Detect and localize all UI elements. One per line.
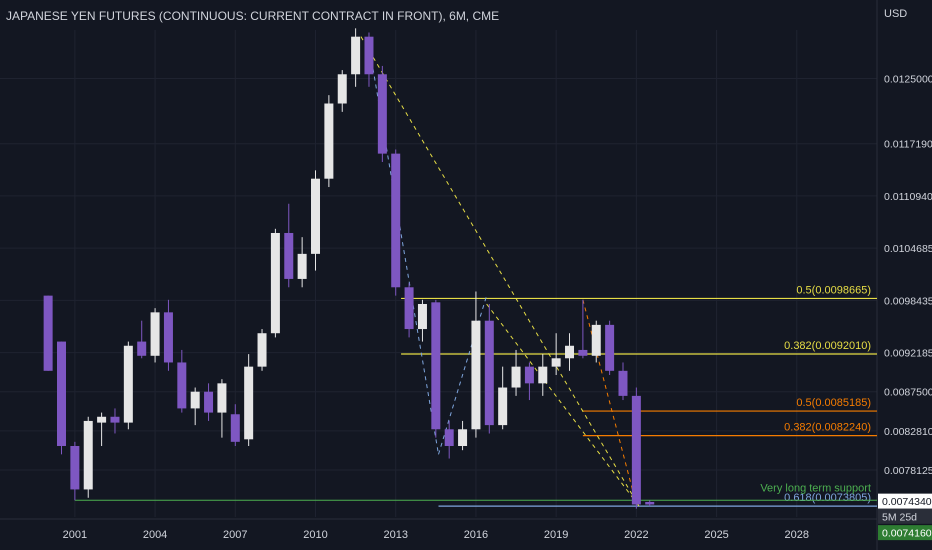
candle-body — [431, 302, 441, 430]
y-tick-label: 0.0117190 — [884, 139, 932, 151]
trendline — [486, 303, 640, 507]
candle-body — [150, 312, 160, 356]
candle-body — [244, 366, 254, 440]
candle-body — [377, 74, 387, 154]
candle-body — [137, 341, 147, 356]
y-tick-label: 0.0110940 — [884, 191, 932, 203]
candle-body — [97, 416, 107, 423]
candle-body — [524, 366, 534, 384]
y-tick-label: 0.0087500 — [884, 387, 932, 399]
candle-body — [204, 391, 214, 413]
x-tick-label: 2022 — [624, 529, 648, 541]
candle-body — [484, 320, 494, 426]
fib-level-label: 0.5(0.0098665) — [796, 284, 871, 296]
x-tick-label: 2028 — [785, 529, 809, 541]
candle-body — [311, 178, 321, 254]
candle-body — [565, 345, 575, 359]
price-badge-label: 0.0074340 — [882, 496, 932, 508]
candle-body — [56, 341, 66, 446]
candle-body — [43, 295, 53, 371]
x-tick-label: 2025 — [704, 529, 728, 541]
chart-title: JAPANESE YEN FUTURES (CONTINUOUS: CURREN… — [6, 9, 500, 23]
candle-body — [70, 445, 80, 490]
candle-body — [591, 324, 601, 356]
candle-body — [511, 366, 521, 388]
candle-body — [471, 320, 481, 430]
candle-body — [351, 36, 361, 75]
x-tick-label: 2010 — [303, 529, 327, 541]
candle-body — [163, 312, 173, 363]
y-tick-label: 0.0082810 — [884, 426, 932, 438]
candle-body — [578, 349, 588, 356]
y-tick-label: 0.0125000 — [884, 73, 932, 85]
candle-body — [110, 416, 120, 423]
y-tick-label: 0.0104685 — [884, 243, 932, 255]
support-label: Very long term support — [760, 482, 871, 494]
x-tick-label: 2013 — [383, 529, 407, 541]
x-tick-label: 2001 — [63, 529, 87, 541]
y-tick-label: 0.0078125 — [884, 465, 932, 477]
x-tick-label: 2016 — [464, 529, 488, 541]
candle-body — [645, 501, 655, 505]
trendline — [368, 44, 439, 455]
candle-body — [538, 366, 548, 384]
fib-level-label: 0.382(0.0082240) — [784, 422, 871, 434]
candle-body — [284, 232, 294, 279]
candle-body — [498, 387, 508, 426]
candle-body — [417, 303, 427, 330]
fib-level-label: 0.382(0.0092010) — [784, 340, 871, 352]
candle-body — [177, 362, 187, 409]
candle-body — [404, 287, 414, 330]
price-badge-label: 5M 25d — [882, 511, 917, 523]
trendline — [360, 36, 640, 507]
price-badge — [878, 525, 932, 541]
candle-body — [230, 414, 240, 442]
x-tick-label: 2019 — [544, 529, 568, 541]
candle-body — [190, 391, 200, 409]
candle-body — [551, 358, 561, 367]
candle-body — [257, 333, 267, 367]
price-badge — [878, 508, 932, 524]
fib-level-label: 0.618(0.0073805) — [784, 492, 871, 504]
price-badge-label: 0.0074160 — [882, 528, 932, 540]
candle-body — [123, 345, 133, 423]
x-tick-label: 2007 — [223, 529, 247, 541]
candle-body — [631, 395, 641, 505]
candle-body — [217, 383, 227, 413]
candle-body — [83, 420, 93, 490]
candle-body — [391, 153, 401, 288]
candle-body — [364, 36, 374, 75]
candle-body — [618, 370, 628, 396]
currency-label: USD — [884, 8, 908, 20]
candle-body — [270, 232, 280, 334]
y-tick-label: 0.0092185 — [884, 348, 932, 360]
y-tick-label: 0.0098435 — [884, 295, 932, 307]
fib-level-label: 0.5(0.0085185) — [796, 397, 871, 409]
candle-body — [337, 74, 347, 104]
candle-body — [605, 324, 615, 371]
candle-body — [324, 103, 334, 179]
x-tick-label: 2004 — [143, 529, 167, 541]
price-badge — [878, 493, 932, 509]
candle-body — [458, 429, 468, 446]
candle-body — [297, 253, 307, 279]
candle-body — [444, 429, 454, 446]
